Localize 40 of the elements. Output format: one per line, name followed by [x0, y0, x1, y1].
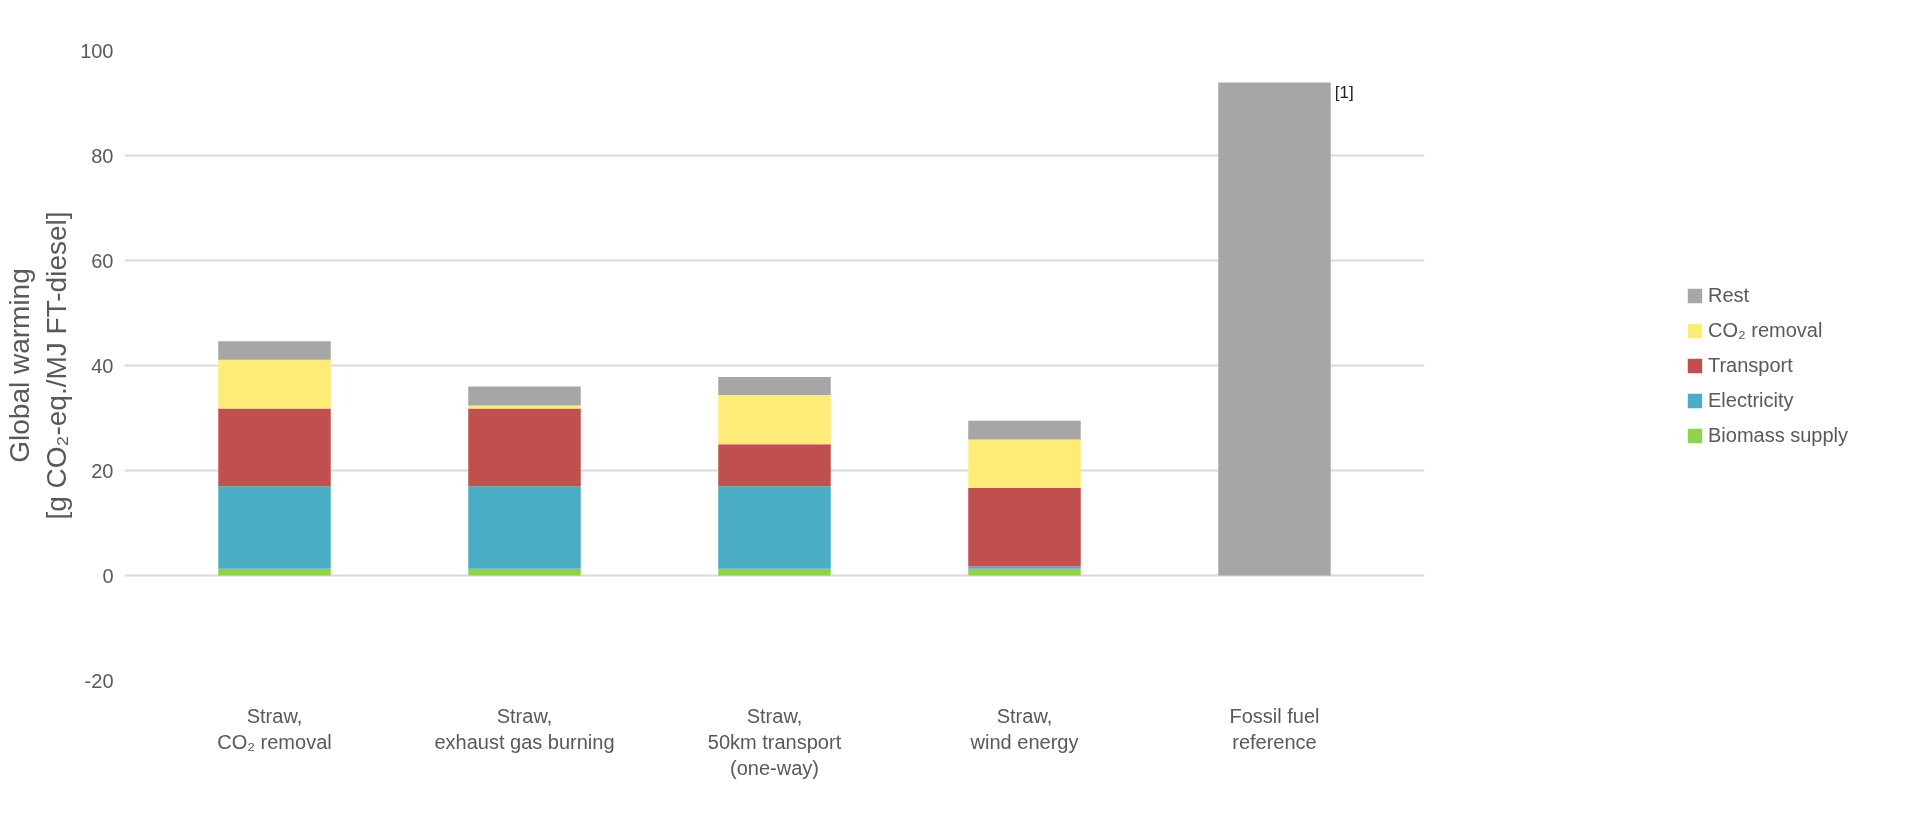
bar [968, 568, 1081, 576]
bar [218, 568, 331, 576]
legend-label: Biomass supply [1707, 423, 1849, 447]
x-tick-label: Straw, 50km transport (one-way) [707, 704, 842, 780]
legend-label: Rest [1707, 283, 1750, 307]
bar [468, 568, 581, 576]
bar [218, 359, 331, 409]
bar [968, 566, 1081, 569]
bar [218, 486, 331, 569]
legend-label: Transport [1707, 353, 1793, 377]
bar [218, 408, 331, 487]
bar [218, 341, 331, 360]
legend-label: Electricity [1707, 388, 1794, 412]
bar [718, 377, 831, 395]
x-tick-label: Fossil fuel reference [1229, 704, 1320, 753]
bar [968, 420, 1081, 440]
y-tick-label: 20 [91, 459, 114, 482]
bar [1218, 82, 1331, 576]
x-tick-label: Straw, CO₂ removal [217, 704, 332, 753]
y-tick-label: 0 [102, 564, 114, 587]
bar [468, 486, 581, 569]
bar [718, 486, 831, 569]
y-tick-label: -20 [84, 669, 114, 692]
bar [968, 439, 1081, 488]
x-tick-label: Straw, exhaust gas burning [434, 704, 615, 753]
legend-label: CO₂ removal [1707, 318, 1823, 342]
y-tick-label: 80 [91, 144, 114, 167]
bar [468, 405, 581, 409]
bar [718, 394, 831, 445]
bar [718, 568, 831, 576]
bar [718, 444, 831, 487]
y-tick-label: 100 [80, 39, 114, 62]
y-tick-label: 60 [91, 249, 114, 272]
bar [468, 408, 581, 487]
bar [968, 487, 1081, 567]
y-axis-title: Global warming [g CO₂-eq./MJ FT-diesel] [3, 211, 73, 520]
bar [468, 386, 581, 406]
annotation: [1] [1334, 82, 1354, 102]
x-tick-label: Straw, wind energy [969, 704, 1079, 753]
y-tick-label: 40 [91, 354, 114, 377]
